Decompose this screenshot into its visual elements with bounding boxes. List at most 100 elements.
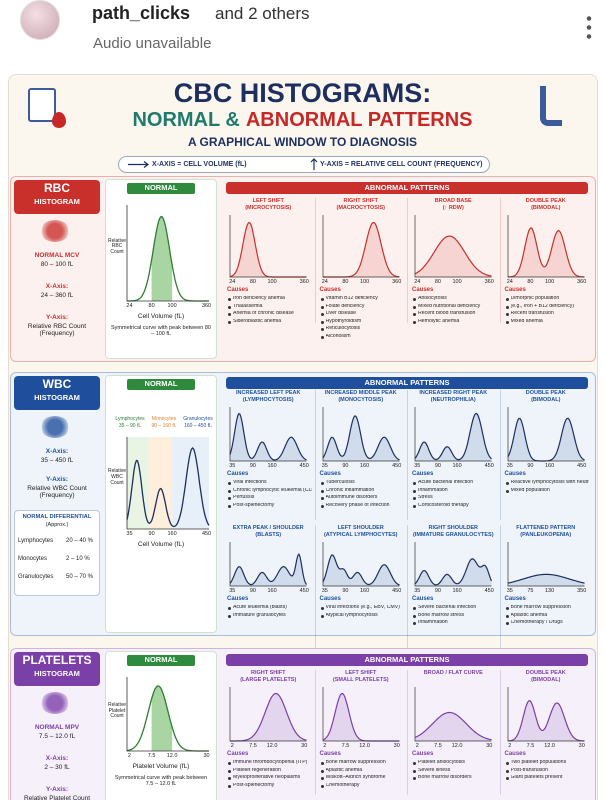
- cause-bullet: [320, 497, 324, 501]
- avatar[interactable]: [20, 0, 60, 40]
- cause-bullet: [505, 298, 509, 301]
- x-tick-label: 30: [203, 753, 210, 759]
- panel-divider: [407, 390, 408, 520]
- curve-line: [321, 554, 400, 586]
- normal-curve: [126, 677, 209, 752]
- normal-y-label: Relative WBC Count: [107, 468, 127, 486]
- panel-title: DOUBLE PEAK: [525, 670, 566, 676]
- panel-curve: [414, 215, 492, 278]
- x-tick-label: 360: [484, 279, 494, 285]
- panel-divider: [499, 198, 501, 323]
- cause-bullet: [505, 777, 509, 781]
- x-tick-label: 24: [321, 279, 328, 285]
- x-tick-label: 160: [452, 463, 462, 469]
- x-tick-label: 35: [506, 588, 513, 594]
- cause-item: Inflammation: [418, 620, 448, 626]
- x-tick-label: 80: [249, 279, 256, 285]
- side-value: 24 – 360 fL: [40, 292, 74, 299]
- x-tick-label: 35: [414, 463, 421, 469]
- x-axis-note: X-AXIS = CELL VOLUME (fL): [152, 161, 247, 168]
- panel-title: (LARGE PLATELETS): [240, 677, 297, 683]
- side-label: NORMAL MPV: [34, 724, 80, 731]
- x-tick-label: 100: [544, 279, 555, 285]
- cause-bullet: [228, 489, 231, 493]
- x-tick-label: 90: [148, 531, 155, 537]
- cause-bullet: [228, 320, 231, 324]
- causes-label: Causes: [504, 471, 526, 477]
- normal-y-label: Relative RBC Count: [107, 237, 127, 256]
- cause-item: Corticosteroid therapy: [418, 502, 469, 508]
- x-tick-label: 35: [321, 588, 328, 594]
- panel-title: (MICROCYTOSIS): [245, 205, 292, 211]
- cause-item: Two platelet populations: [510, 760, 567, 765]
- cause-bullet: [413, 622, 416, 626]
- panel-curve: [414, 687, 492, 742]
- cause-bullet: [413, 305, 416, 309]
- x-tick-label: 450: [392, 463, 402, 469]
- x-tick-label: 160: [359, 588, 370, 594]
- panel-title: (LYMPHOCYTOSIS): [242, 397, 294, 403]
- curve-fill: [322, 222, 399, 277]
- axis: [507, 215, 584, 278]
- x-tick-label: 2: [323, 743, 327, 749]
- curve-fill: [230, 413, 307, 461]
- curve-line: [414, 412, 492, 461]
- x-tick-label: 35: [229, 588, 236, 594]
- axis: [126, 205, 209, 302]
- normal-x-label: Cell Volume (fL): [137, 541, 185, 548]
- panel-divider: [499, 525, 501, 650]
- x-tick-label: 100: [359, 279, 370, 285]
- x-tick-label: 90: [342, 588, 349, 594]
- cause-item: Post-splenectomy: [233, 782, 275, 788]
- differential-name: Monocytes: [18, 556, 48, 562]
- others[interactable]: and 2 others: [215, 4, 310, 23]
- x-tick-label: 30: [578, 743, 585, 749]
- cause-item: Mixed anemia: [510, 318, 543, 324]
- axis: [126, 677, 209, 752]
- zone-band: [149, 437, 173, 529]
- x-tick-label: 30: [301, 743, 308, 749]
- panel-title: DOUBLE PEAK: [525, 390, 566, 396]
- more-menu[interactable]: [586, 14, 592, 40]
- differential-value: 50 – 70 %: [66, 574, 94, 580]
- axis: [229, 215, 307, 278]
- cause-bullet: [320, 504, 324, 508]
- curve-line: [229, 412, 307, 461]
- differential-note: (Approx.): [45, 522, 69, 528]
- side-label: X-Axis:: [45, 283, 69, 290]
- side-value: Relative Platelet Count (Frequency): [23, 795, 91, 800]
- curve-fill: [415, 558, 492, 586]
- x-tick-label: 35: [414, 588, 421, 594]
- causes-label: Causes: [319, 287, 341, 293]
- cause-item: Anisocytosis: [418, 296, 447, 301]
- curve-line: [229, 553, 308, 586]
- x-tick-label: 24: [414, 279, 421, 285]
- cause-item: Hypothyroidism: [325, 318, 362, 324]
- cause-item: Wiskott–Aldrich syndrome: [325, 775, 386, 781]
- normal-curve-line: [126, 447, 210, 528]
- x-tick-label: 24: [126, 303, 133, 309]
- axis: [322, 542, 399, 587]
- panel-title: (BLASTS): [255, 532, 282, 538]
- x-tick-label: 160: [267, 463, 277, 469]
- side-label: Y-Axis:: [45, 476, 69, 483]
- side-label: Y-Axis:: [45, 786, 69, 793]
- cause-item: Reticulocytosis: [325, 326, 361, 332]
- cause-item: Alcoholism: [325, 334, 351, 339]
- differential-name: Lymphocytes: [18, 538, 54, 544]
- user-name[interactable]: path_clicks: [92, 3, 191, 23]
- cause-bullet: [320, 336, 324, 339]
- microscope-icon: [540, 86, 562, 126]
- cause-item: Stress: [418, 495, 433, 501]
- axis: [414, 407, 492, 462]
- curve-fill: [507, 418, 584, 461]
- panel-curve: [229, 542, 308, 587]
- x-tick-label: 12.0: [544, 743, 555, 749]
- cause-item: Tuberculosis: [325, 480, 355, 485]
- x-tick-label: 450: [299, 463, 309, 469]
- panel-title: (BIMODAL): [531, 205, 561, 211]
- cause-item: Post-splenectomy: [233, 502, 275, 508]
- curve-line: [507, 699, 584, 742]
- x-tick-label: 90: [527, 463, 534, 469]
- cause-item: Mixed population: [510, 487, 550, 493]
